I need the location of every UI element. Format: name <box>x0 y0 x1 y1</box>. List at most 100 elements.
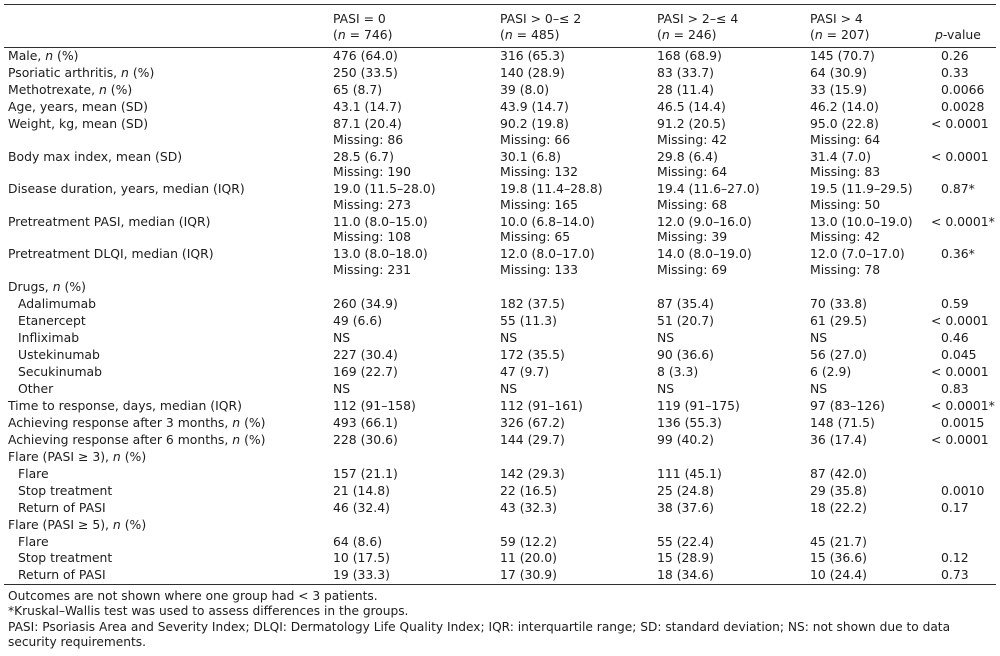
table-row: Secukinumab 169 (22.7) 47 (9.7) 8 (3.3) 6 (2… <box>4 363 996 380</box>
value-cell: NS <box>333 329 351 345</box>
column-header-2: PASI > 0–≤ 2 (n = 485) <box>496 4 653 48</box>
missing-count: Missing: 165 <box>500 196 578 212</box>
value-cell: 28 (11.4) <box>657 82 714 98</box>
missing-count: Missing: 273 <box>333 196 411 212</box>
row-label: Flare <box>18 533 49 549</box>
value-cell: NS <box>500 329 518 345</box>
row-label: Age, years, mean (SD) <box>8 99 148 115</box>
missing-count: Missing: 68 <box>657 196 728 212</box>
missing-count: Missing: 86 <box>333 131 404 147</box>
value-cell <box>653 448 806 465</box>
value-cell <box>806 516 929 533</box>
row-label: Ustekinumab <box>18 346 100 362</box>
header-row: PASI = 0 (n = 746) PASI > 0–≤ 2 (n = 485) PA… <box>4 4 996 48</box>
table-row: Return of PASI 46 (32.4) 43 (32.3) 38 (37.6… <box>4 499 996 516</box>
row-label: Flare <box>18 465 49 481</box>
value-cell: 87 (42.0) <box>810 465 867 481</box>
row-label: Disease duration, years, median (IQR) <box>8 181 245 197</box>
value-cell: 136 (55.3) <box>657 414 722 430</box>
value-cell: 144 (29.7) <box>500 431 565 447</box>
value-cell: 65 (8.7) <box>333 82 383 98</box>
value-cell: 10.0 (6.8–14.0) Missing: 65 <box>496 213 653 246</box>
missing-count: Missing: 65 <box>500 229 571 245</box>
p-value-cell <box>929 448 996 465</box>
footnote-kruskal-wallis: *Kruskal–Wallis test was used to assess … <box>8 604 409 619</box>
missing-count: Missing: 190 <box>333 164 411 180</box>
section-row: Flare (PASI ≥ 3), n (%) <box>4 448 996 465</box>
table-row: Return of PASI 19 (33.3) 17 (30.9) 18 (34.6… <box>4 567 996 584</box>
table-row: Age, years, mean (SD) 43.1 (14.7) 43.9 (14… <box>4 99 996 116</box>
missing-count: Missing: 133 <box>500 262 578 277</box>
p-value-cell: 0.33 <box>941 65 969 81</box>
value-cell: 140 (28.9) <box>500 65 565 81</box>
p-value-cell: < 0.0001* <box>931 397 995 413</box>
table-row: Male, n (%) 476 (64.0) 316 (65.3) 168 (68.9… <box>4 47 996 64</box>
p-value-cell: 0.0028 <box>941 99 985 115</box>
value-cell: NS <box>333 380 351 396</box>
value-cell: 11 (20.0) <box>500 550 557 566</box>
value-cell <box>496 278 653 295</box>
table-row: Infliximab NS NS NS NS 0.46 <box>4 329 996 346</box>
value-cell: 28.5 (6.7) Missing: 190 <box>329 148 496 181</box>
missing-count: Missing: 39 <box>657 229 728 245</box>
table-row: Disease duration, years, median (IQR) 19.… <box>4 181 996 214</box>
row-label: Flare (PASI ≥ 3), n (%) <box>8 448 147 464</box>
p-value-cell: 0.87* <box>941 181 975 197</box>
column-header-4: PASI > 4 (n = 207) <box>806 4 929 48</box>
p-value-cell: < 0.0001 <box>931 363 989 379</box>
p-value-cell: < 0.0001 <box>931 148 989 164</box>
value-cell <box>329 278 496 295</box>
value-cell: 47 (9.7) <box>500 363 550 379</box>
value-cell <box>496 516 653 533</box>
footnote-outcomes: Outcomes are not shown where one group h… <box>8 588 378 603</box>
value-cell: NS <box>657 329 675 345</box>
row-label: Stop treatment <box>18 550 113 566</box>
value-cell: 83 (33.7) <box>657 65 714 81</box>
value-cell: NS <box>810 380 828 396</box>
table-row: Pretreatment DLQI, median (IQR) 13.0 (8.0… <box>4 246 996 279</box>
value-cell: 43.1 (14.7) <box>333 99 402 115</box>
row-label: Adalimumab <box>18 295 97 311</box>
row-label: Return of PASI <box>18 567 106 583</box>
value-cell: 148 (71.5) <box>810 414 875 430</box>
row-label: Secukinumab <box>18 363 103 379</box>
table-row: Adalimumab 260 (34.9) 182 (37.5) 87 (35.4) 7… <box>4 295 996 312</box>
value-cell: 22 (16.5) <box>500 482 557 498</box>
row-label: Male, n (%) <box>8 48 79 64</box>
table-row: Time to response, days, median (IQR) 112 … <box>4 397 996 414</box>
row-label: Return of PASI <box>18 499 106 515</box>
value-cell: 19.8 (11.4–28.8) Missing: 165 <box>496 181 653 214</box>
p-value-cell: 0.0015 <box>941 414 985 430</box>
value-cell: 15 (28.9) <box>657 550 714 566</box>
table-row: Achieving response after 3 months, n (%)… <box>4 414 996 431</box>
table-row: Psoriatic arthritis, n (%) 250 (33.5) 140 … <box>4 65 996 82</box>
value-cell: 476 (64.0) <box>333 48 398 64</box>
missing-count: Missing: 78 <box>810 262 881 277</box>
value-cell: 13.0 (8.0–18.0) Missing: 231 <box>329 246 496 279</box>
row-label: Flare (PASI ≥ 5), n (%) <box>8 516 147 532</box>
value-cell: 59 (12.2) <box>500 533 557 549</box>
p-value-cell: 0.73 <box>941 567 969 583</box>
row-label: Stop treatment <box>18 482 113 498</box>
table-row: Etanercept 49 (6.6) 55 (11.3) 51 (20.7) 61 (… <box>4 312 996 329</box>
value-cell: 38 (37.6) <box>657 499 714 515</box>
value-cell <box>806 278 929 295</box>
value-cell: 14.0 (8.0–19.0) Missing: 69 <box>653 246 806 279</box>
p-value-cell <box>929 516 996 533</box>
p-value-cell: < 0.0001 <box>931 431 989 447</box>
row-label: Achieving response after 3 months, n (%) <box>8 414 266 430</box>
value-cell: 30.1 (6.8) Missing: 132 <box>496 148 653 181</box>
value-cell: 316 (65.3) <box>500 48 565 64</box>
p-value-cell: 0.36* <box>941 246 975 262</box>
value-cell: 15 (36.6) <box>810 550 867 566</box>
p-value-cell <box>929 465 996 482</box>
row-label: Weight, kg, mean (SD) <box>8 116 149 132</box>
table-row: Pretreatment PASI, median (IQR) 11.0 (8.0… <box>4 213 996 246</box>
value-cell: 33 (15.9) <box>810 82 867 98</box>
value-cell: 49 (6.6) <box>333 312 383 328</box>
row-label: Other <box>18 380 54 396</box>
value-cell: 182 (37.5) <box>500 295 565 311</box>
p-value-cell: 0.045 <box>941 346 977 362</box>
missing-count: Missing: 64 <box>657 164 728 180</box>
value-cell: 46.5 (14.4) <box>657 99 726 115</box>
